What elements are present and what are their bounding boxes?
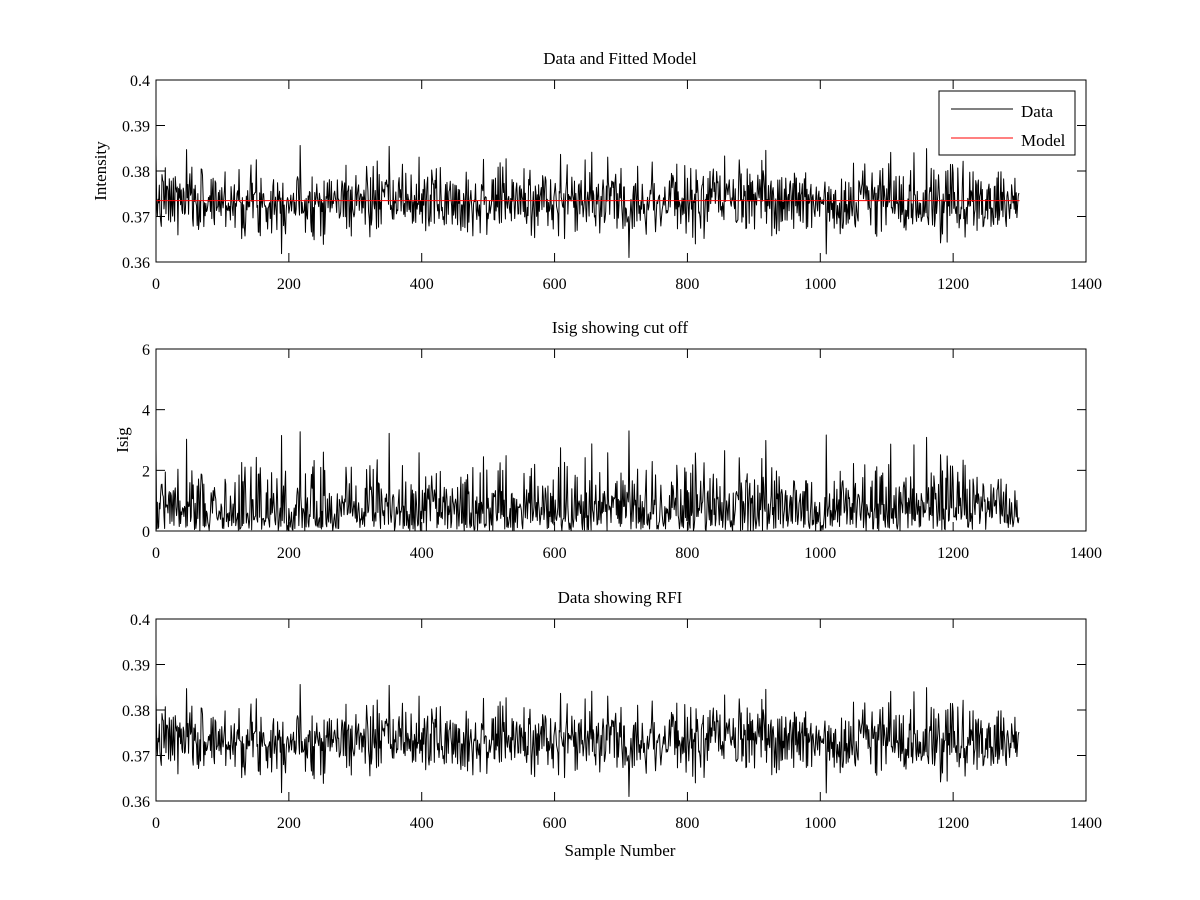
panel-data-and-fitted-model: Data and Fitted Model Intensity 0 200 400 6…: [91, 49, 1102, 293]
x-tick-label: 600: [543, 545, 567, 562]
y-tick-label: 2: [142, 463, 150, 480]
x-tick-label: 1000: [804, 545, 836, 562]
y-tick-label: 0.36: [122, 255, 150, 272]
panel-3-series: [155, 684, 1020, 797]
x-tick-label: 1400: [1070, 815, 1102, 832]
x-tick-label: 400: [410, 815, 434, 832]
x-tick-label: 1400: [1070, 545, 1102, 562]
x-tick-label: 600: [543, 815, 567, 832]
legend-data-label: Data: [1021, 102, 1054, 121]
y-tick-label: 0.38: [122, 703, 150, 720]
y-tick-label: 0.39: [122, 119, 150, 136]
x-tick-label: 1000: [804, 276, 836, 293]
x-tick-label: 1200: [937, 276, 969, 293]
x-tick-label: 800: [675, 545, 699, 562]
x-tick-label: 800: [675, 815, 699, 832]
x-tick-label: 200: [277, 545, 301, 562]
y-tick-label: 0.36: [122, 794, 150, 811]
panel-1-legend: Data Model: [938, 90, 1076, 156]
x-tick-label: 1000: [804, 815, 836, 832]
panel-1-title: Data and Fitted Model: [543, 49, 697, 68]
panel-1-ylabel: Intensity: [91, 141, 110, 201]
legend-model-label: Model: [1021, 131, 1066, 150]
series-line-isig: [155, 430, 1020, 532]
x-tick-label: 1200: [937, 545, 969, 562]
panel-1-ticks: 0 200 400 600 800 1000 1200 1400 0.36 0.37 0.38 0.3…: [122, 73, 1102, 293]
x-tick-label: 0: [152, 276, 160, 293]
x-tick-label: 400: [410, 545, 434, 562]
y-tick-label: 0.37: [122, 210, 150, 227]
panel-isig-showing-cut-off: Isig showing cut off Isig 0 200 400 600 800 1…: [113, 318, 1102, 562]
series-line-data: [155, 145, 1020, 258]
y-tick-label: 0.37: [122, 749, 150, 766]
y-tick-label: 0.39: [122, 658, 150, 675]
y-tick-label: 0.4: [130, 612, 150, 629]
y-tick-label: 0.38: [122, 164, 150, 181]
panel-data-showing-rfi: Data showing RFI Sample Number 0 200 400 60…: [122, 588, 1102, 860]
panel-2-ylabel: Isig: [113, 427, 132, 453]
panel-2-axes-frame: [155, 348, 1087, 532]
series-line-data: [155, 684, 1020, 797]
y-tick-label: 4: [142, 403, 150, 420]
panel-3-title: Data showing RFI: [558, 588, 683, 607]
x-tick-label: 800: [675, 276, 699, 293]
y-tick-label: 0.4: [130, 73, 150, 90]
x-tick-label: 0: [152, 815, 160, 832]
panel-3-xlabel: Sample Number: [565, 841, 676, 860]
panel-1-axes-frame: [155, 79, 1087, 263]
y-tick-label: 6: [142, 342, 150, 359]
panel-1-series: [155, 145, 1020, 258]
panel-2-ticks: 0 200 400 600 800 1000 1200 1400 0 2 4 6: [142, 342, 1102, 562]
x-tick-label: 1200: [937, 815, 969, 832]
y-tick-label: 0: [142, 524, 150, 541]
x-tick-label: 200: [277, 815, 301, 832]
x-tick-label: 0: [152, 545, 160, 562]
panel-2-title: Isig showing cut off: [552, 318, 688, 337]
legend-box: [938, 90, 1076, 156]
x-tick-label: 1400: [1070, 276, 1102, 293]
x-tick-label: 200: [277, 276, 301, 293]
x-tick-label: 400: [410, 276, 434, 293]
panel-3-axes-frame: [155, 618, 1087, 802]
panel-3-ticks: 0 200 400 600 800 1000 1200 1400 0.36 0.37 0.38 0.3…: [122, 612, 1102, 832]
x-tick-label: 600: [543, 276, 567, 293]
panel-2-series: [155, 430, 1020, 532]
